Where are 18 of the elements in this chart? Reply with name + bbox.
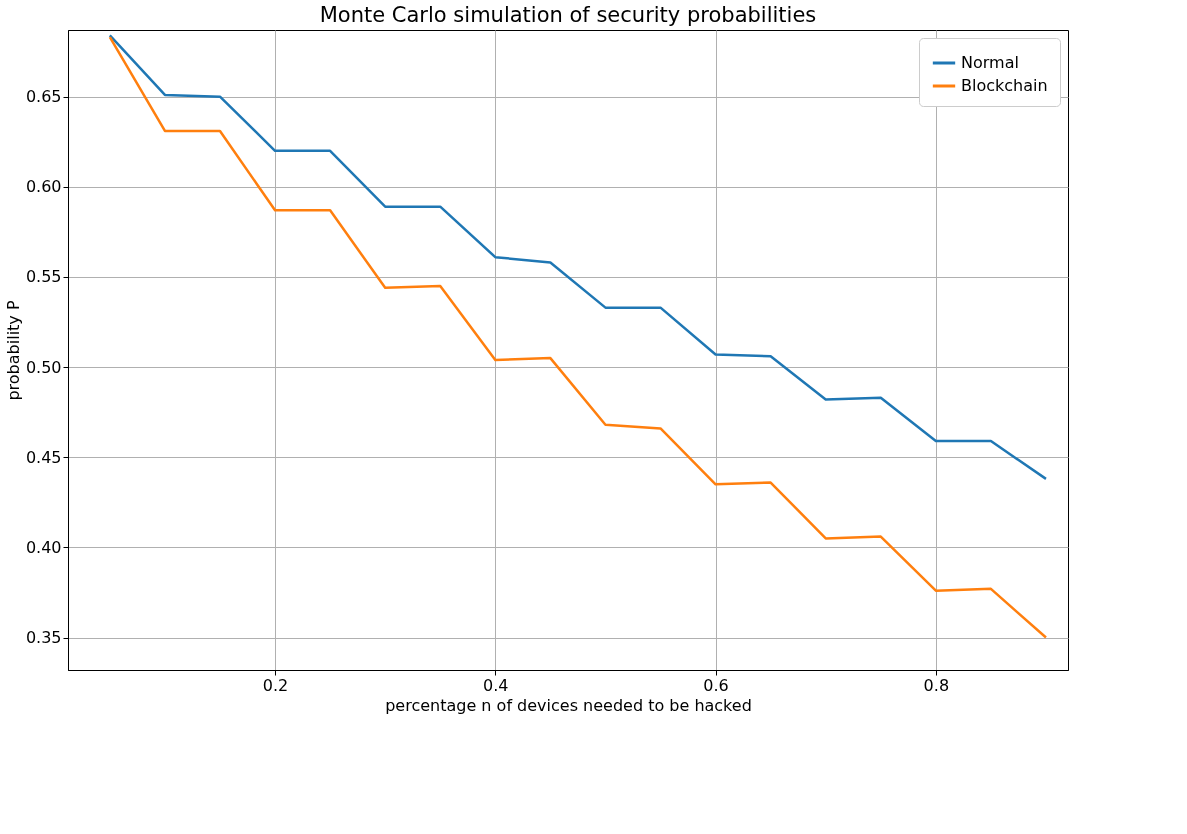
y-tick-label: 0.55 (25, 267, 62, 287)
line-series (108, 34, 1048, 481)
y-tick-label: 0.40 (25, 537, 62, 557)
legend-label: Blockchain (961, 76, 1048, 95)
y-tick-label: 0.45 (25, 447, 62, 467)
y-tick-label: 0.50 (25, 357, 62, 377)
legend-label: Normal (961, 53, 1019, 72)
x-tick-label: 0.2 (262, 675, 289, 695)
x-tick-label: 0.8 (923, 675, 950, 695)
line-series (108, 35, 1048, 639)
y-tick-label: 0.35 (25, 628, 62, 648)
y-tick-label: 0.65 (25, 87, 62, 107)
x-tick-label: 0.4 (483, 675, 509, 695)
chart-title: Monte Carlo simulation of security probabilities (319, 3, 817, 27)
y-tick-label: 0.60 (25, 177, 62, 197)
y-axis-title: probability P (3, 300, 23, 401)
x-tick-label: 0.6 (703, 675, 729, 695)
x-axis-title: percentage n of devices needed to be hacked (385, 695, 752, 715)
